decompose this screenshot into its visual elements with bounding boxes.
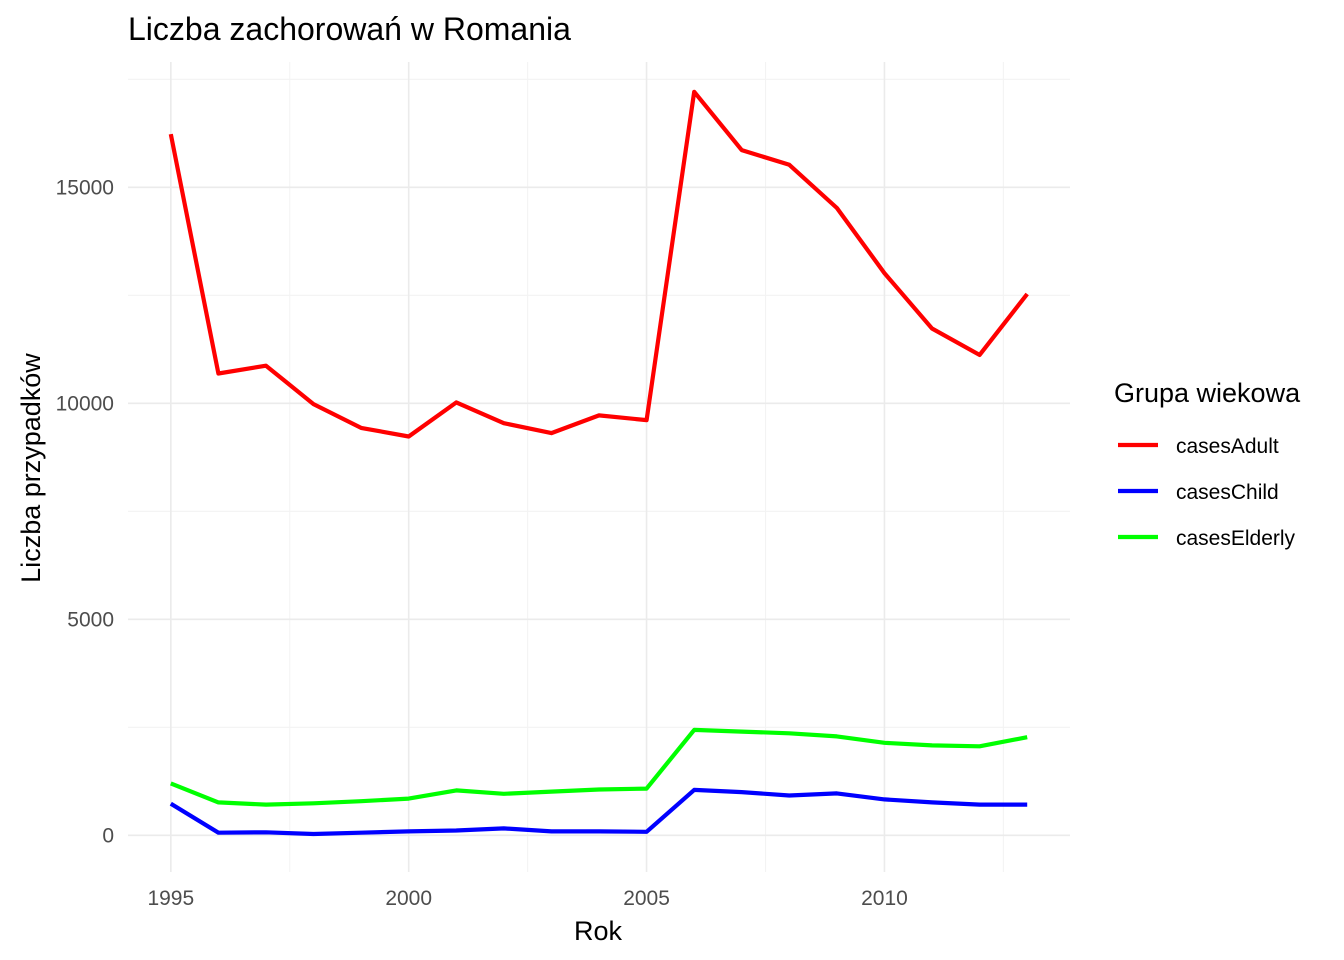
major-gridlines	[128, 62, 1070, 872]
legend-item-casesChild: casesChild	[1118, 481, 1279, 504]
series-line-casesChild	[169, 787, 1028, 837]
legend-items: casesAdult casesChild casesElderly	[1118, 435, 1296, 550]
y-tick-label: 10000	[56, 392, 114, 415]
x-tick-label: 1995	[147, 887, 194, 910]
legend-title: Grupa wiekowa	[1114, 378, 1301, 408]
y-tick-label: 5000	[67, 608, 114, 631]
series-line-casesElderly	[170, 727, 1028, 807]
legend: Grupa wiekowa casesAdult casesChild casesE…	[1114, 378, 1301, 550]
series-line-casesAdult	[168, 89, 1029, 439]
plot-area	[128, 62, 1070, 872]
legend-label-casesChild: casesChild	[1176, 481, 1279, 504]
legend-label-casesElderly: casesElderly	[1176, 527, 1296, 550]
legend-item-casesElderly: casesElderly	[1118, 527, 1296, 550]
x-tick-label: 2000	[385, 887, 432, 910]
y-tick-label: 15000	[56, 176, 114, 199]
x-axis-ticks: 1995 2000 2005 2010	[147, 887, 907, 910]
x-tick-label: 2010	[861, 887, 908, 910]
y-axis-ticks: 0 5000 10000 15000	[56, 176, 114, 847]
series-lines	[168, 89, 1029, 837]
x-tick-label: 2005	[623, 887, 670, 910]
y-tick-label: 0	[102, 824, 114, 847]
legend-item-casesAdult: casesAdult	[1118, 435, 1279, 458]
chart-title: Liczba zachorowań w Romania	[128, 11, 571, 47]
y-axis-title: Liczba przypadków	[16, 353, 46, 583]
legend-label-casesAdult: casesAdult	[1176, 435, 1279, 458]
minor-gridlines	[128, 62, 1070, 872]
x-axis-title: Rok	[574, 916, 623, 946]
